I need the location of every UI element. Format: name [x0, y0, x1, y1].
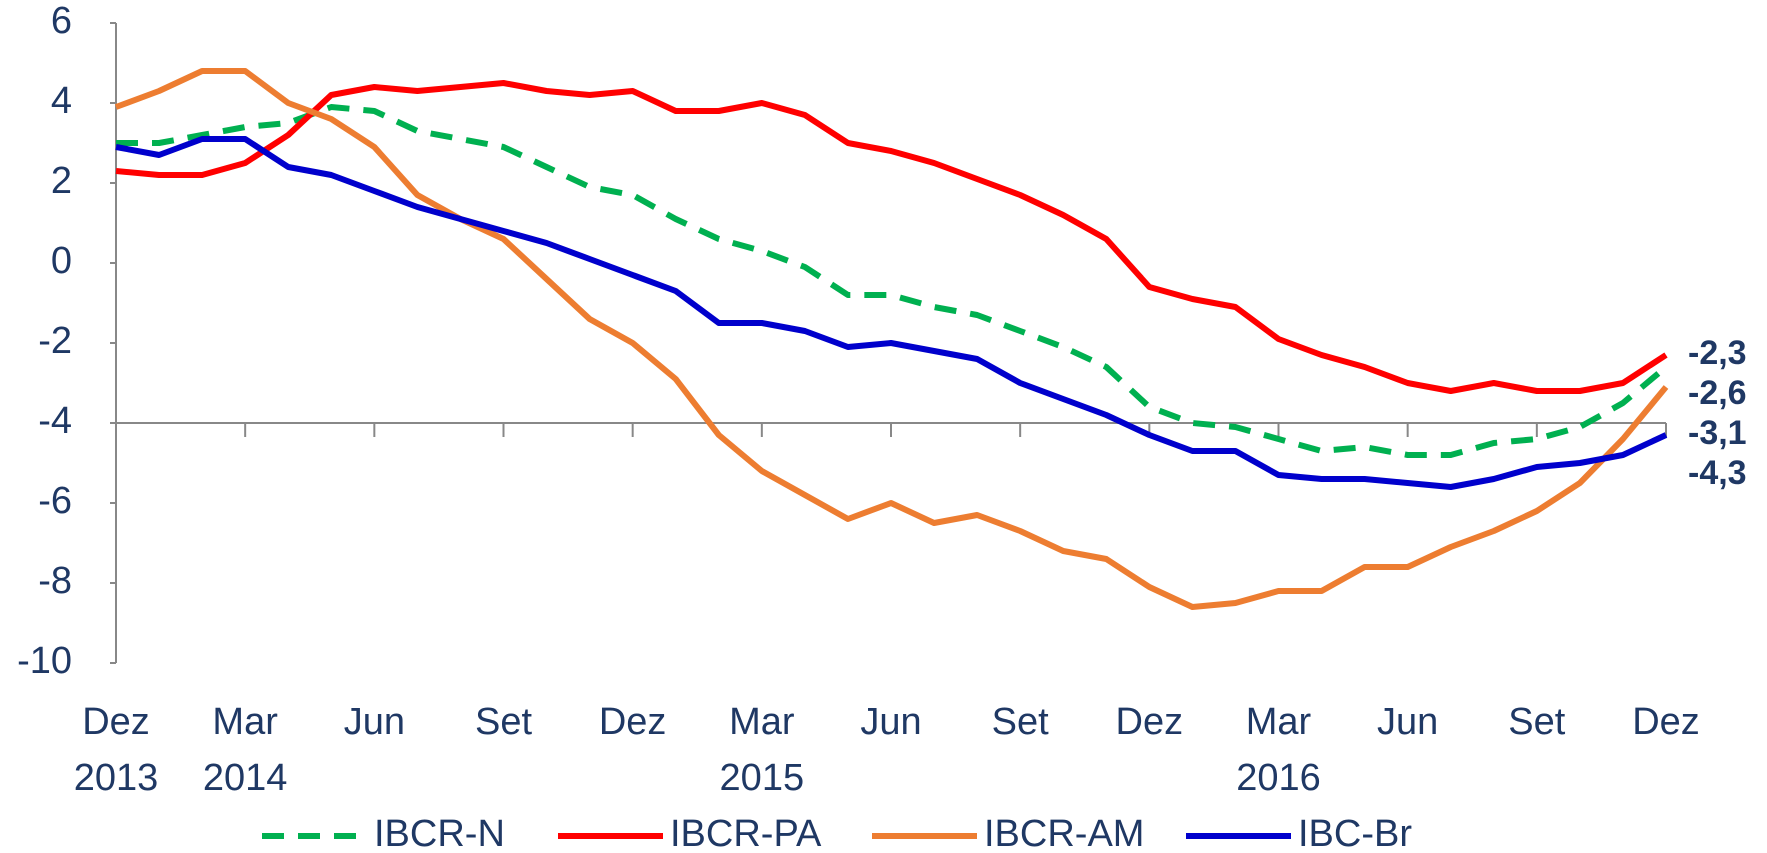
y-tick-label: -4: [38, 400, 72, 442]
value-label: -2,6: [1688, 374, 1747, 412]
value-label: -3,1: [1688, 414, 1747, 452]
y-tick-label: -10: [17, 640, 72, 682]
y-tick-label: -2: [38, 320, 72, 362]
series-line: [116, 104, 1668, 458]
y-tick-label: 0: [51, 240, 72, 282]
value-label: -4,3: [1688, 454, 1747, 492]
legend-label: IBCR-PA: [670, 813, 822, 853]
x-tick-label: Set: [1508, 701, 1566, 743]
y-tick-label: 4: [51, 80, 72, 122]
series-line: [115, 80, 1668, 394]
x-tick-label: Jun: [860, 701, 922, 743]
x-tick-label: Mar 2015: [719, 701, 805, 799]
x-tick-label: Dez: [1632, 701, 1700, 743]
y-tick-label: -8: [38, 560, 72, 602]
series-line: [115, 136, 1668, 490]
x-tick-label: Jun: [1377, 701, 1439, 743]
x-tick-label: Set: [991, 701, 1049, 743]
legend-label: IBCR-N: [374, 813, 505, 853]
series-line: [114, 68, 1669, 610]
legend-label: IBCR-AM: [984, 813, 1144, 853]
y-tick-label: -6: [38, 480, 72, 522]
x-tick-label: Mar 2014: [202, 701, 288, 799]
x-tick-label: Jun: [343, 701, 405, 743]
value-label: -2,3: [1688, 334, 1747, 372]
y-tick-label: 6: [51, 0, 72, 42]
x-tick-label: Dez 2013: [73, 701, 159, 799]
x-tick-label: Set: [474, 701, 533, 743]
x-tick-label: Dez: [598, 701, 667, 743]
x-tick-label: Dez: [1115, 701, 1184, 743]
x-tick-label: Mar 2016: [1236, 701, 1321, 799]
legend-label: IBC-Br: [1298, 813, 1412, 853]
y-tick-label: 2: [51, 160, 72, 202]
